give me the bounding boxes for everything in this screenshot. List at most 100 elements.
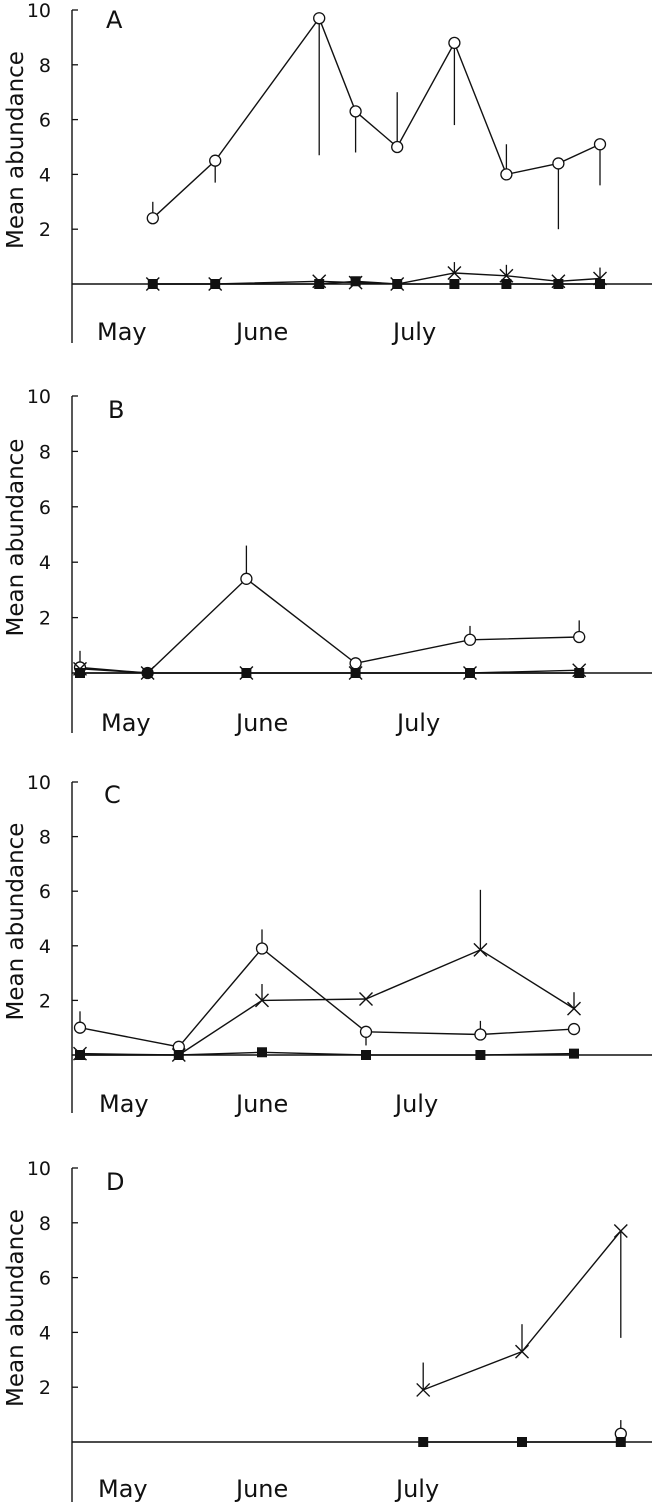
x-tick-label: June [234, 318, 288, 346]
series-square [147, 276, 605, 289]
panel-label: C [104, 781, 121, 809]
data-point-cross [473, 942, 488, 957]
y-tick-label: 6 [39, 110, 51, 132]
x-tick-label: June [234, 1090, 288, 1118]
series-circle [73, 545, 586, 680]
panel-label: B [108, 396, 124, 424]
x-tick-label: May [99, 1090, 149, 1118]
y-tick-label: 2 [39, 219, 51, 241]
data-point-square [147, 279, 158, 289]
series-circle [146, 12, 607, 230]
data-point-square [569, 1048, 579, 1059]
chart-panel-a: 2 4 6 8 10 Mean abundance A May June July [3, 0, 652, 346]
y-axis-label: Mean abundance [3, 439, 29, 637]
chart-panel-c: 2 4 6 8 10 Mean abundance C May June July [3, 772, 652, 1118]
y-axis-label: Mean abundance [3, 51, 29, 249]
data-point-square [553, 279, 564, 289]
x-tick-label: July [394, 1475, 439, 1503]
data-point-circle [73, 1021, 87, 1034]
y-tick-label: 10 [27, 386, 51, 408]
data-point-circle [448, 36, 461, 50]
y-tick-label: 4 [39, 552, 51, 574]
data-point-square [449, 279, 460, 289]
y-tick-label: 2 [39, 608, 51, 630]
data-point-circle [573, 630, 586, 644]
series-line [79, 949, 575, 1056]
data-point-square [75, 668, 85, 678]
y-tick-label: 8 [39, 827, 51, 849]
series-line [79, 947, 575, 1048]
data-point-square [210, 279, 221, 289]
data-point-square [392, 279, 403, 289]
data-point-circle [255, 942, 269, 955]
series-cross [73, 889, 581, 1062]
y-tick-label: 8 [39, 1213, 51, 1235]
data-point-circle [240, 572, 253, 585]
y-tick-label: 10 [27, 772, 51, 794]
data-point-circle [500, 168, 513, 181]
chart-panel-d: 2 4 6 8 10 Mean abundance D May June July [3, 1158, 652, 1503]
data-point-square [517, 1437, 527, 1447]
data-point-square [241, 668, 252, 678]
series-line [152, 16, 601, 219]
x-tick-label: July [393, 1090, 438, 1118]
data-point-circle [349, 657, 362, 670]
y-tick-label: 6 [39, 881, 51, 903]
y-axis-label: Mean abundance [3, 1209, 29, 1407]
data-point-cross [447, 266, 462, 281]
y-tick-label: 10 [27, 0, 51, 22]
data-point-square [465, 668, 475, 678]
x-tick-label: May [97, 318, 147, 346]
data-point-square [595, 279, 605, 289]
y-tick-label: 6 [39, 497, 51, 519]
series-square [75, 668, 585, 678]
y-tick-label: 10 [27, 1158, 51, 1180]
y-tick-label: 4 [39, 1322, 51, 1344]
x-tick-label: June [234, 1475, 288, 1503]
y-axis-label: Mean abundance [3, 823, 29, 1021]
series-line [79, 577, 580, 674]
data-point-circle [313, 12, 326, 25]
y-tick-label: 4 [39, 936, 51, 958]
data-point-square [615, 1437, 626, 1447]
x-tick-label: July [391, 318, 436, 346]
y-tick-label: 2 [39, 1377, 51, 1399]
chart-panel-b: 2 4 6 8 10 Mean abundance B May June July [3, 386, 652, 737]
data-point-square [350, 276, 361, 287]
series-circle [614, 1420, 627, 1440]
panel-label: D [106, 1168, 124, 1196]
y-tick-label: 6 [39, 1268, 51, 1290]
x-tick-label: May [101, 709, 151, 737]
data-point-cross [255, 993, 269, 1008]
data-point-square [361, 1050, 371, 1060]
data-point-square [475, 1050, 486, 1060]
data-point-cross [613, 1224, 628, 1239]
series-cross [416, 1224, 628, 1397]
x-tick-label: June [234, 709, 288, 737]
x-tick-label: May [98, 1475, 148, 1503]
data-point-square [173, 1050, 184, 1060]
series-circle [73, 929, 581, 1053]
y-tick-label: 8 [39, 55, 51, 77]
data-point-square [142, 668, 153, 678]
data-point-circle [146, 212, 159, 225]
series-line [422, 1230, 622, 1391]
panel-label: A [106, 6, 123, 34]
data-point-circle [209, 154, 222, 167]
data-point-circle [463, 633, 477, 646]
y-tick-label: 4 [39, 164, 51, 186]
data-point-cross [567, 1001, 581, 1016]
x-tick-label: July [395, 709, 440, 737]
data-point-square [314, 279, 325, 289]
data-point-square [75, 1050, 85, 1060]
data-point-square [350, 668, 361, 678]
data-point-cross [359, 992, 373, 1007]
data-point-square [418, 1437, 429, 1447]
y-tick-label: 2 [39, 990, 51, 1012]
data-point-square [574, 668, 585, 678]
series-line [80, 1051, 575, 1056]
data-point-circle [593, 138, 607, 151]
data-point-cross [515, 1344, 529, 1359]
y-tick-label: 8 [39, 441, 51, 463]
